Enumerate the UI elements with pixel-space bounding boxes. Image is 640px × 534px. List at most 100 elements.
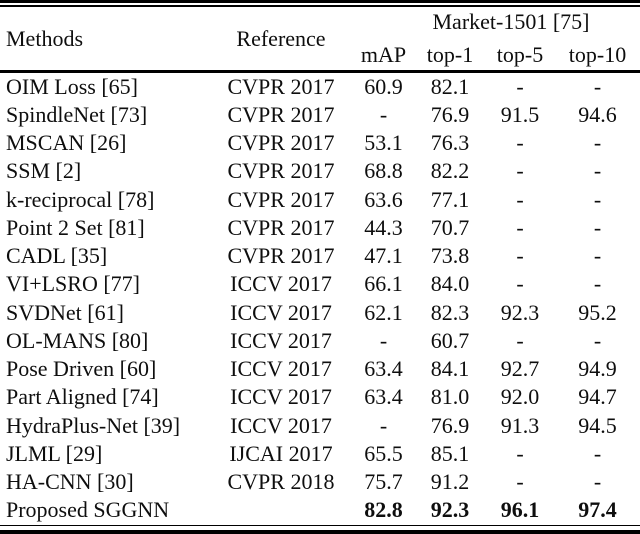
reference-cell: ICCV 2017	[230, 384, 332, 410]
metric-value-cell: 92.3	[430, 497, 470, 523]
method-cell: k-reciprocal [78]	[6, 186, 155, 212]
metric-value-cell: 82.2	[430, 158, 470, 184]
metric-value-cell: 94.6	[578, 101, 617, 127]
reference-cell: ICCV 2017	[230, 327, 332, 353]
reference-cell: CVPR 2017	[227, 101, 335, 127]
method-cell: HydraPlus-Net [39]	[6, 412, 181, 438]
method-cell: MSCAN [26]	[6, 130, 127, 156]
table-row: Proposed SGGNN 82.8 92.3 96.1 97.4	[0, 496, 640, 524]
method-cell: CADL [35]	[6, 243, 108, 269]
column-group-header-dataset: Market-1501 [75]	[432, 9, 590, 34]
metric-value-cell: 73.8	[430, 243, 470, 269]
table-body: OIM Loss [65] CVPR 2017 60.9 82.1- - SpindleN…	[0, 73, 640, 525]
metric-value-cell: 82.8	[364, 497, 403, 523]
method-cell: SpindleNet [73]	[6, 101, 148, 127]
method-cell: Pose Driven [60]	[6, 356, 157, 382]
metric-value-cell: 65.5	[364, 440, 403, 466]
metric-value-cell: 63.4	[364, 384, 403, 410]
table-row: Point 2 Set [81] CVPR 2017 44.3 70.7 - -	[0, 214, 640, 242]
metric-value-cell: 91.3	[500, 412, 540, 438]
metric-value-cell: -	[593, 73, 602, 99]
reference-cell: CVPR 2017	[227, 158, 335, 184]
method-cell: OIM Loss [65]	[6, 73, 138, 99]
table-bottom-rule-thick	[0, 530, 640, 534]
table-row: MSCAN [26] CVPR 2017 53.1 76.3 - -	[0, 129, 640, 157]
method-cell: SSM [2]	[6, 158, 82, 184]
metric-value-cell: 84.1	[430, 356, 470, 382]
column-header-methods: Methods	[6, 26, 83, 52]
metric-value-cell: -	[379, 412, 388, 438]
metric-value-cell: 47.1	[364, 243, 403, 269]
metric-value-cell: 75.7	[364, 469, 403, 495]
table-row: SVDNet [61] ICCV 2017 62.1 82.3 92.3 95.2	[0, 299, 640, 327]
metric-value-cell: -	[593, 440, 602, 466]
metric-value-cell: 96.1	[500, 497, 540, 523]
metric-value-cell: -	[593, 469, 602, 495]
metric-value-cell: 60.9	[364, 73, 403, 99]
reference-cell: CVPR 2017	[227, 186, 335, 212]
method-cell: Proposed SGGNN	[6, 497, 170, 523]
metric-value-cell: 85.1	[430, 440, 470, 466]
metric-value-cell: 63.6	[364, 186, 403, 212]
table-row: OIM Loss [65] CVPR 2017 60.9 82.1 - -	[0, 73, 640, 101]
metric-value-cell: -	[516, 243, 524, 269]
method-cell: VI+LSRO [77]	[6, 271, 141, 297]
metric-value-cell: -	[516, 214, 524, 240]
table-row: HydraPlus-Net [39] ICCV 2017 - 76.9 91.3 94.5	[0, 412, 640, 440]
metric-value-cell: 44.3	[364, 214, 403, 240]
table-row: JLML [29] IJCAI 2017 65.5 85.1 - -	[0, 440, 640, 468]
metric-value-cell: 94.5	[578, 412, 617, 438]
column-header-top5: top-5	[496, 42, 544, 68]
method-cell: JLML [29]	[6, 440, 103, 466]
metric-value-cell: -	[516, 73, 524, 99]
metric-value-cell: -	[593, 243, 602, 269]
metric-value-cell: -	[516, 327, 524, 353]
metric-value-cell: -	[593, 327, 602, 353]
metric-value-cell: -	[516, 186, 524, 212]
table-header: Methods Reference Market-1501 [75] mAP t…	[0, 6, 640, 73]
column-header-map: mAP	[360, 42, 407, 68]
metric-value-cell: 53.1	[364, 130, 403, 156]
table-row: Pose Driven [60] ICCV 2017 63.4 84.1 92.7 94.…	[0, 355, 640, 383]
metric-value-cell: 92.3	[500, 299, 540, 325]
metric-value-cell: -	[593, 130, 602, 156]
metric-value-cell: -	[593, 158, 602, 184]
table-bottom-rule-thin	[0, 524, 640, 526]
method-cell: Part Aligned [74]	[6, 384, 159, 410]
metric-value-cell: 62.1	[364, 299, 403, 325]
metric-value-cell: 76.3	[430, 130, 470, 156]
column-header-top10: top-10	[568, 42, 627, 68]
column-header-reference: Reference	[236, 26, 326, 52]
metric-value-cell: 92.0	[500, 384, 540, 410]
reference-cell: IJCAI 2017	[229, 440, 333, 466]
metric-value-cell: 95.2	[578, 299, 617, 325]
metric-value-cell: -	[516, 469, 524, 495]
reference-cell: CVPR 2018	[227, 469, 335, 495]
metric-value-cell: -	[379, 327, 388, 353]
method-cell: SVDNet [61]	[6, 299, 124, 325]
metric-value-cell: 81.0	[430, 384, 470, 410]
table-row: SpindleNet [73] CVPR 2017 - 76.9 91.5 94.6	[0, 101, 640, 129]
method-cell: HA-CNN [30]	[6, 469, 134, 495]
metric-value-cell: 82.3	[430, 299, 470, 325]
header-separator-rule	[0, 70, 640, 73]
table-row: VI+LSRO [77] ICCV 2017 66.1 84.0 - -	[0, 270, 640, 298]
metric-value-cell: 82.1	[430, 73, 470, 99]
metric-value-cell: 94.7	[578, 384, 617, 410]
column-header-top1: top-1	[426, 42, 474, 68]
metric-value-cell: -	[516, 130, 524, 156]
metric-value-cell: -	[516, 271, 524, 297]
header-metric-row: mAP top-1 top-5 top-10	[0, 38, 640, 73]
metric-value-cell: -	[516, 440, 524, 466]
metric-value-cell: -	[379, 101, 388, 127]
reference-cell: CVPR 2017	[227, 130, 335, 156]
reference-cell: ICCV 2017	[230, 356, 332, 382]
metric-value-cell: 91.2	[430, 469, 470, 495]
reference-cell: ICCV 2017	[230, 271, 332, 297]
method-cell: Point 2 Set [81]	[6, 214, 145, 240]
metric-value-cell: 94.9	[578, 356, 617, 382]
metric-value-cell: -	[516, 158, 524, 184]
method-cell: OL-MANS [80]	[6, 327, 149, 353]
metric-value-cell: 63.4	[364, 356, 403, 382]
